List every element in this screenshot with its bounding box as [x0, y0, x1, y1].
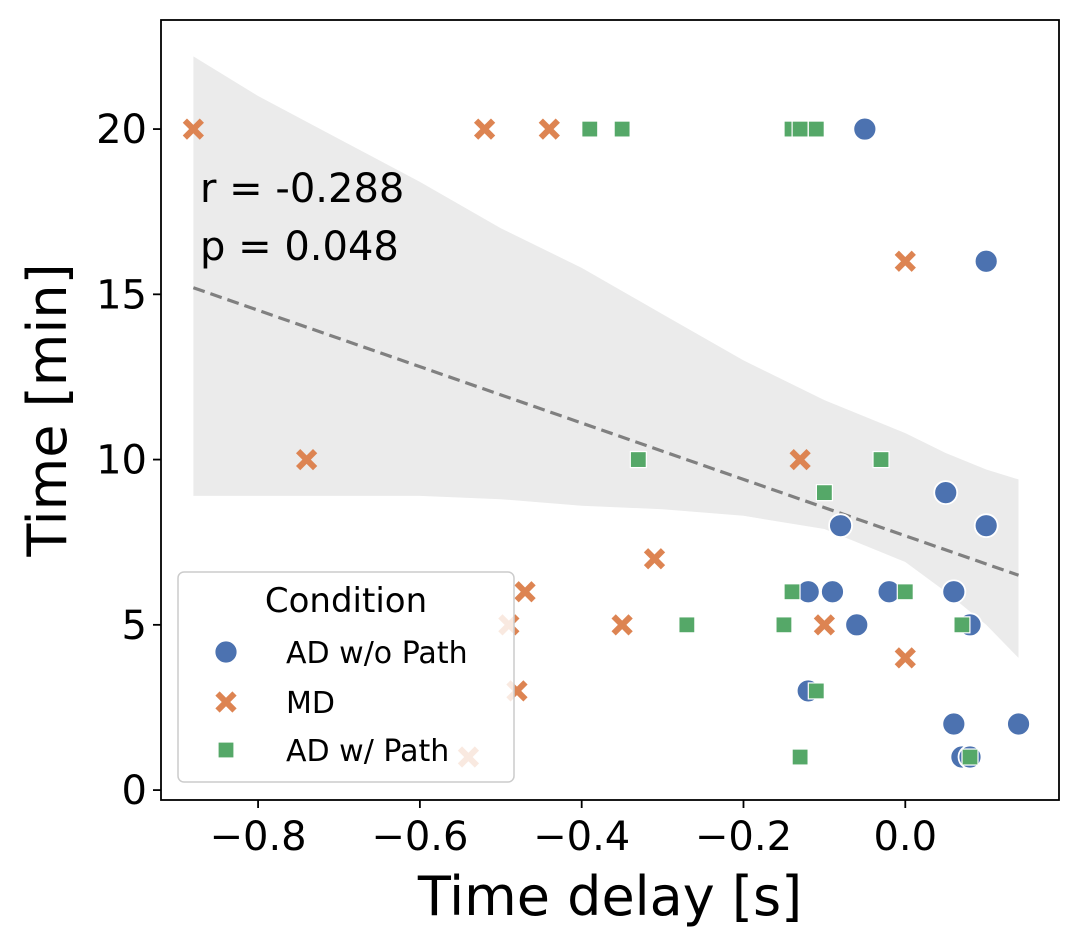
data-point: [629, 450, 647, 469]
y-tick-label: 10: [96, 438, 147, 484]
y-tick-label: 0: [122, 768, 147, 814]
data-point: [473, 118, 496, 140]
data-point: [1006, 711, 1031, 737]
y-tick-label: 15: [96, 272, 147, 318]
x-tick-label: −0.6: [371, 814, 468, 860]
data-point: [894, 647, 916, 669]
legend-marker: [213, 639, 239, 665]
data-point: [872, 450, 890, 469]
data-point: [844, 612, 870, 638]
regression-line: [192, 286, 1020, 577]
data-point: [852, 116, 878, 142]
data-point: [182, 118, 204, 140]
data-point: [613, 120, 631, 138]
p-annotation: p = 0.048: [200, 224, 399, 270]
x-axis-title: Time delay [s]: [417, 865, 802, 928]
y-axis-title: Time [min]: [16, 263, 79, 557]
data-point: [807, 682, 825, 700]
y-tick-label: 5: [122, 603, 147, 649]
data-point: [783, 583, 801, 601]
data-point: [973, 248, 999, 274]
x-tick-label: −0.4: [533, 814, 630, 860]
legend-label: AD w/o Path: [286, 636, 468, 671]
legend-item: AD w/ Path: [217, 734, 449, 769]
data-point: [815, 484, 833, 502]
data-point: [933, 480, 959, 506]
data-point: [538, 118, 560, 140]
x-tick-label: 0.0: [873, 814, 937, 860]
r-annotation: r = -0.288: [200, 166, 404, 212]
legend-item: MD: [215, 686, 335, 721]
data-point: [807, 120, 825, 138]
legend-marker: [217, 741, 235, 759]
data-points-layer: [182, 116, 1031, 770]
legend: Condition AD w/o Path MD AD w/ Path: [177, 571, 515, 783]
data-point: [643, 548, 666, 570]
data-point: [973, 513, 999, 539]
data-point: [941, 711, 967, 737]
data-point: [813, 614, 836, 636]
y-tick-label: 20: [96, 107, 147, 153]
data-point: [611, 614, 633, 636]
legend-items: AD w/o Path MD AD w/ Path: [213, 636, 468, 769]
data-point: [791, 748, 809, 766]
legend-label: AD w/ Path: [286, 734, 449, 769]
data-point: [296, 448, 318, 471]
x-axis-ticks: −0.8 −0.6 −0.4 −0.2 0.0: [210, 800, 937, 860]
data-point: [894, 250, 916, 272]
series-ad-w-path: [581, 120, 979, 766]
plot-frame: [160, 19, 1060, 801]
confidence-band-layer: [193, 56, 1019, 658]
x-tick-label: −0.2: [695, 814, 792, 860]
data-point: [678, 616, 696, 634]
legend-label: MD: [286, 686, 335, 721]
regression-layer: [192, 286, 1020, 577]
confidence-band: [193, 56, 1019, 658]
data-point: [789, 448, 811, 471]
data-point: [581, 120, 599, 138]
data-point: [828, 513, 853, 539]
legend-marker: [215, 691, 237, 713]
data-point: [775, 616, 793, 634]
data-point: [941, 579, 967, 605]
data-point: [896, 583, 914, 601]
legend-item: AD w/o Path: [213, 636, 468, 671]
data-point: [514, 581, 536, 603]
x-tick-label: −0.8: [210, 814, 307, 860]
data-point: [961, 748, 979, 766]
legend-title: Condition: [265, 581, 427, 621]
legend-box: [177, 571, 515, 783]
data-point: [791, 120, 809, 138]
data-point: [820, 579, 845, 605]
y-axis-ticks: 0 5 10 15 20: [96, 107, 161, 814]
data-point: [953, 616, 971, 634]
